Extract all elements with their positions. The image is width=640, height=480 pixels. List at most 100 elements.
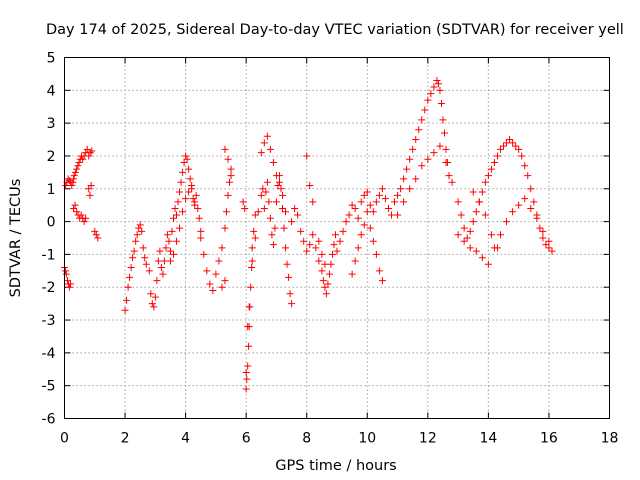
data-point bbox=[269, 159, 277, 167]
data-point bbox=[177, 178, 185, 186]
data-point bbox=[400, 175, 408, 183]
data-point bbox=[239, 198, 247, 206]
data-point bbox=[430, 83, 438, 91]
data-point bbox=[318, 250, 326, 258]
data-point bbox=[248, 257, 256, 265]
data-point bbox=[248, 264, 256, 272]
x-tick-label: 6 bbox=[242, 431, 251, 447]
data-point bbox=[215, 257, 223, 265]
data-point bbox=[263, 178, 271, 186]
data-point bbox=[545, 237, 553, 245]
data-point bbox=[294, 211, 302, 219]
data-point bbox=[412, 136, 420, 144]
data-point bbox=[135, 224, 143, 232]
data-point bbox=[86, 149, 94, 157]
data-point bbox=[165, 237, 173, 245]
data-point bbox=[69, 178, 77, 186]
data-point bbox=[127, 264, 135, 272]
data-point bbox=[427, 90, 435, 98]
data-point bbox=[354, 214, 362, 222]
data-point bbox=[291, 204, 299, 212]
data-point bbox=[262, 188, 270, 196]
y-tick-label: -1 bbox=[42, 247, 56, 263]
data-point bbox=[71, 201, 79, 209]
data-point bbox=[64, 277, 72, 285]
data-point bbox=[460, 224, 468, 232]
data-point bbox=[91, 227, 99, 235]
data-point bbox=[179, 208, 187, 216]
data-point bbox=[336, 237, 344, 245]
data-point bbox=[506, 136, 514, 144]
data-point bbox=[351, 257, 359, 265]
data-point bbox=[182, 195, 190, 203]
data-point bbox=[124, 283, 132, 291]
data-point bbox=[94, 234, 102, 242]
data-point bbox=[121, 306, 129, 314]
data-point bbox=[280, 224, 288, 232]
data-point bbox=[170, 250, 177, 258]
data-point bbox=[221, 145, 229, 153]
data-point bbox=[545, 244, 553, 252]
data-point bbox=[533, 214, 541, 222]
y-axis-label: SDTVAR / TECUs bbox=[8, 179, 24, 298]
data-point bbox=[439, 116, 447, 124]
data-point bbox=[243, 375, 251, 383]
data-point bbox=[394, 191, 402, 199]
x-tick-label: 12 bbox=[419, 431, 437, 447]
data-point bbox=[372, 250, 380, 258]
data-point bbox=[142, 260, 150, 268]
data-point bbox=[536, 224, 544, 232]
data-point bbox=[366, 201, 374, 209]
data-point bbox=[319, 277, 327, 285]
data-point bbox=[518, 152, 526, 160]
data-point bbox=[153, 277, 161, 285]
data-point bbox=[457, 211, 465, 219]
data-point bbox=[285, 273, 293, 281]
data-point bbox=[244, 362, 252, 370]
data-point bbox=[472, 208, 480, 216]
data-point bbox=[85, 152, 93, 160]
data-point bbox=[245, 342, 253, 350]
x-tick-label: 18 bbox=[601, 431, 619, 447]
data-point bbox=[226, 178, 234, 186]
data-point bbox=[375, 191, 383, 199]
data-point bbox=[500, 142, 508, 150]
data-point bbox=[129, 254, 137, 262]
data-point bbox=[539, 227, 547, 235]
data-point bbox=[194, 204, 202, 212]
data-point bbox=[260, 139, 268, 147]
data-point bbox=[484, 172, 492, 180]
data-point bbox=[151, 293, 159, 301]
data-point bbox=[224, 191, 232, 199]
data-point bbox=[250, 227, 258, 235]
data-point bbox=[62, 270, 70, 278]
data-point bbox=[191, 198, 199, 206]
x-tick-label: 8 bbox=[302, 431, 311, 447]
data-point bbox=[141, 254, 149, 262]
data-point bbox=[171, 204, 179, 212]
data-point bbox=[306, 241, 314, 249]
data-point bbox=[80, 218, 88, 226]
data-point bbox=[257, 191, 265, 199]
data-point bbox=[197, 227, 205, 235]
data-point bbox=[421, 106, 429, 114]
data-point bbox=[469, 188, 477, 196]
data-point bbox=[493, 152, 501, 160]
data-point bbox=[70, 175, 78, 183]
data-point bbox=[433, 76, 441, 84]
data-point bbox=[354, 244, 362, 252]
data-point bbox=[351, 204, 359, 212]
data-point bbox=[283, 260, 291, 268]
data-point bbox=[150, 303, 158, 311]
data-point bbox=[330, 241, 338, 249]
data-point bbox=[315, 237, 323, 245]
data-point bbox=[527, 185, 535, 193]
data-point bbox=[279, 204, 286, 212]
data-point bbox=[145, 267, 153, 275]
data-point bbox=[62, 181, 70, 189]
data-point bbox=[132, 237, 140, 245]
data-point bbox=[437, 99, 445, 107]
data-point bbox=[472, 247, 480, 255]
data-point bbox=[254, 208, 262, 216]
